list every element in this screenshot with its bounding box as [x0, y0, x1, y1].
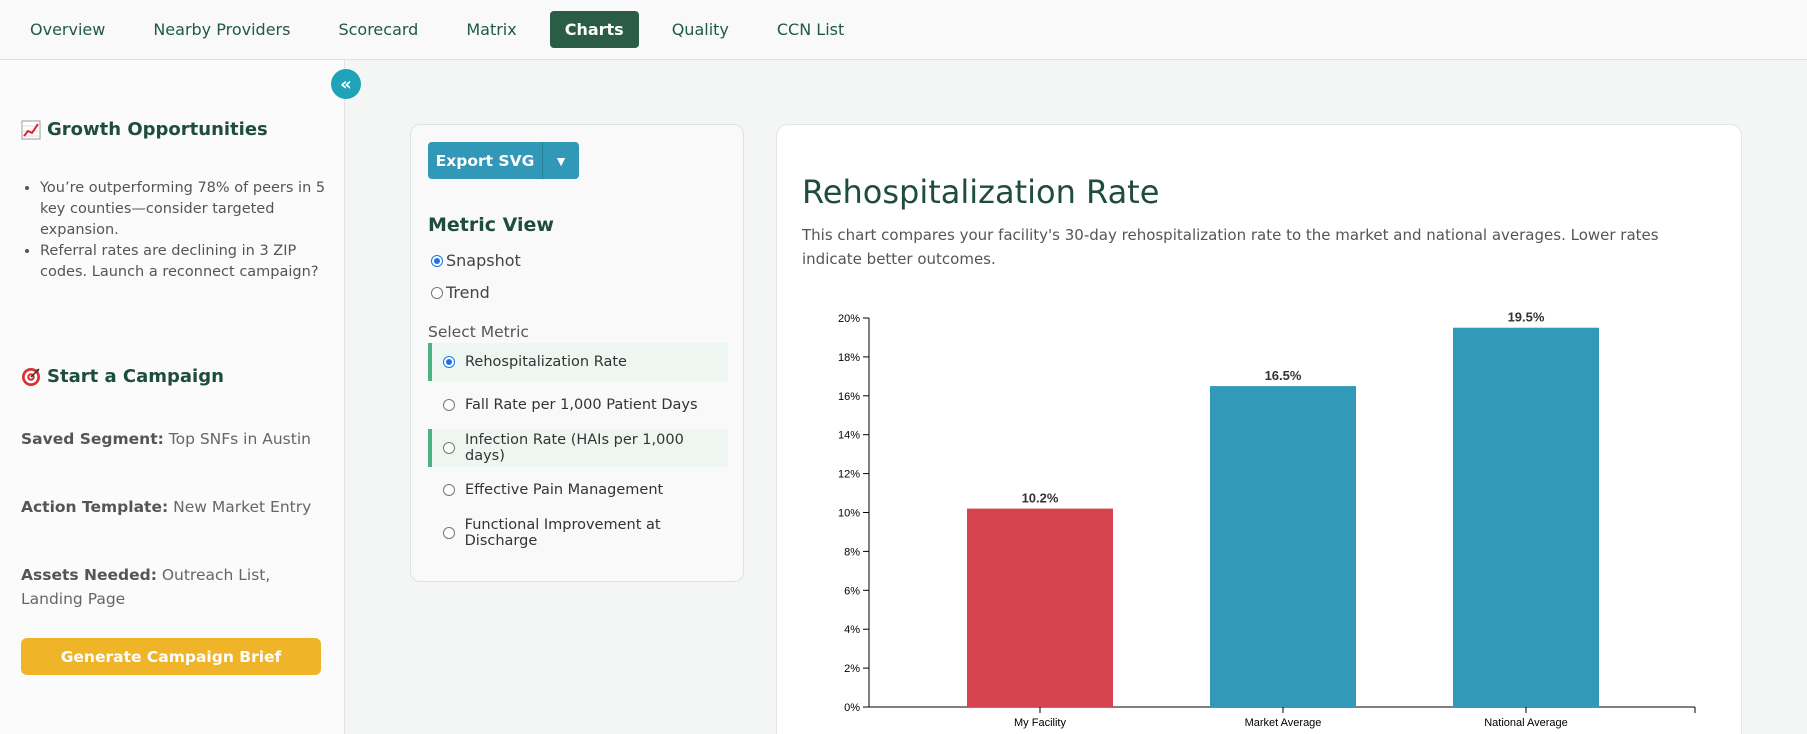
- metric-view-title: Metric View: [428, 214, 554, 236]
- assets-needed: Assets Needed: Outreach List, Landing Pa…: [21, 563, 331, 611]
- view-snapshot-label: Snapshot: [446, 251, 521, 270]
- start-campaign-title: Start a Campaign: [47, 366, 224, 387]
- growth-item: You’re outperforming 78% of peers in 5 k…: [40, 178, 330, 241]
- x-tick-label: National Average: [1484, 717, 1568, 729]
- radio-indicator: [443, 484, 455, 496]
- action-template-label: Action Template:: [21, 498, 169, 516]
- assets-needed-value: Outreach List, Landing Page: [21, 566, 271, 608]
- growth-opportunities-heading: Growth Opportunities: [21, 119, 268, 140]
- start-campaign-heading: Start a Campaign: [21, 366, 224, 387]
- chevron-down-icon: ▼: [554, 152, 568, 169]
- generate-campaign-brief-button[interactable]: Generate Campaign Brief: [21, 638, 321, 675]
- x-tick-label: My Facility: [1014, 717, 1066, 729]
- chart-description: This chart compares your facility's 30-d…: [802, 226, 1659, 268]
- tab-ccn-list[interactable]: CCN List: [776, 20, 845, 39]
- assets-needed-label: Assets Needed:: [21, 566, 157, 584]
- view-trend-label: Trend: [446, 283, 490, 302]
- growth-list: You’re outperforming 78% of peers in 5 k…: [40, 178, 330, 283]
- y-tick-label: 10%: [838, 508, 860, 520]
- metric-option[interactable]: Functional Improvement at Discharge: [428, 514, 728, 552]
- growth-item: Referral rates are declining in 3 ZIP co…: [40, 241, 330, 283]
- growth-opportunities-title: Growth Opportunities: [47, 119, 268, 140]
- radio-indicator: [443, 356, 455, 368]
- bar-value-label: 16.5%: [1265, 368, 1302, 383]
- sidebar: Growth Opportunities You’re outperformin…: [0, 60, 345, 734]
- radio-indicator: [443, 527, 455, 539]
- metric-option-label: Fall Rate per 1,000 Patient Days: [465, 397, 698, 413]
- y-tick-label: 8%: [844, 546, 860, 558]
- y-tick-label: 12%: [838, 469, 860, 481]
- radio-indicator: [431, 254, 443, 267]
- view-trend-radio[interactable]: Trend: [431, 283, 490, 302]
- action-template: Action Template: New Market Entry: [21, 495, 331, 519]
- bar: [1210, 386, 1356, 707]
- y-tick-label: 16%: [838, 391, 860, 403]
- y-tick-label: 4%: [844, 624, 860, 636]
- y-tick-label: 2%: [844, 663, 860, 675]
- bar-value-label: 10.2%: [1022, 491, 1059, 506]
- view-snapshot-radio[interactable]: Snapshot: [431, 251, 521, 270]
- y-tick-label: 20%: [838, 313, 860, 325]
- y-tick-label: 18%: [838, 352, 860, 364]
- tab-overview[interactable]: Overview: [30, 20, 106, 39]
- tab-quality[interactable]: Quality: [671, 20, 729, 39]
- tab-scorecard[interactable]: Scorecard: [338, 20, 419, 39]
- saved-segment-label: Saved Segment:: [21, 430, 164, 448]
- metric-option-label: Rehospitalization Rate: [465, 354, 627, 370]
- tab-nearby-providers[interactable]: Nearby Providers: [153, 20, 291, 39]
- chart-title: Rehospitalization Rate: [802, 173, 1160, 211]
- collapse-sidebar-button[interactable]: «: [331, 69, 361, 99]
- tab-matrix[interactable]: Matrix: [466, 20, 517, 39]
- radio-indicator: [443, 399, 455, 411]
- chart-controls-panel: Export SVG ▼ Metric View Snapshot Trend …: [410, 124, 744, 582]
- target-icon: [22, 367, 40, 386]
- saved-segment-value: Top SNFs in Austin: [168, 430, 311, 448]
- y-tick-label: 6%: [844, 585, 860, 597]
- metric-option[interactable]: Rehospitalization Rate: [428, 343, 728, 381]
- chart-card: Rehospitalization Rate This chart compar…: [776, 124, 1742, 734]
- export-button-group: Export SVG ▼: [428, 142, 579, 179]
- metric-option[interactable]: Fall Rate per 1,000 Patient Days: [428, 386, 728, 424]
- metric-option-label: Effective Pain Management: [465, 482, 664, 498]
- top-nav: Overview Nearby Providers Scorecard Matrix C…: [0, 0, 1807, 60]
- chart-increasing-icon: [21, 120, 41, 139]
- metric-option-label: Infection Rate (HAIs per 1,000 days): [464, 432, 684, 464]
- radio-indicator: [431, 286, 443, 299]
- export-dropdown-toggle[interactable]: ▼: [542, 142, 579, 179]
- action-template-value: New Market Entry: [173, 498, 312, 516]
- metric-option[interactable]: Effective Pain Management: [428, 471, 728, 509]
- metric-option-label: Functional Improvement at Discharge: [464, 517, 661, 549]
- radio-indicator: [443, 442, 455, 454]
- bar-value-label: 19.5%: [1508, 310, 1545, 325]
- bar: [1453, 327, 1599, 707]
- bar-chart: 0% 2% 4% 6% 8% 10% 12% 14% 16% 18% 20% 10.2% My Faci…: [838, 310, 1696, 729]
- bar: [967, 508, 1113, 707]
- export-svg-button[interactable]: Export SVG: [428, 142, 542, 179]
- x-tick-label: Market Average: [1245, 717, 1322, 729]
- tab-charts[interactable]: Charts: [549, 11, 639, 48]
- select-metric-label: Select Metric: [428, 323, 529, 341]
- y-tick-label: 14%: [838, 430, 860, 442]
- y-tick-label: 0%: [844, 702, 860, 714]
- saved-segment: Saved Segment: Top SNFs in Austin: [21, 427, 331, 451]
- metric-option[interactable]: Infection Rate (HAIs per 1,000 days): [428, 429, 728, 467]
